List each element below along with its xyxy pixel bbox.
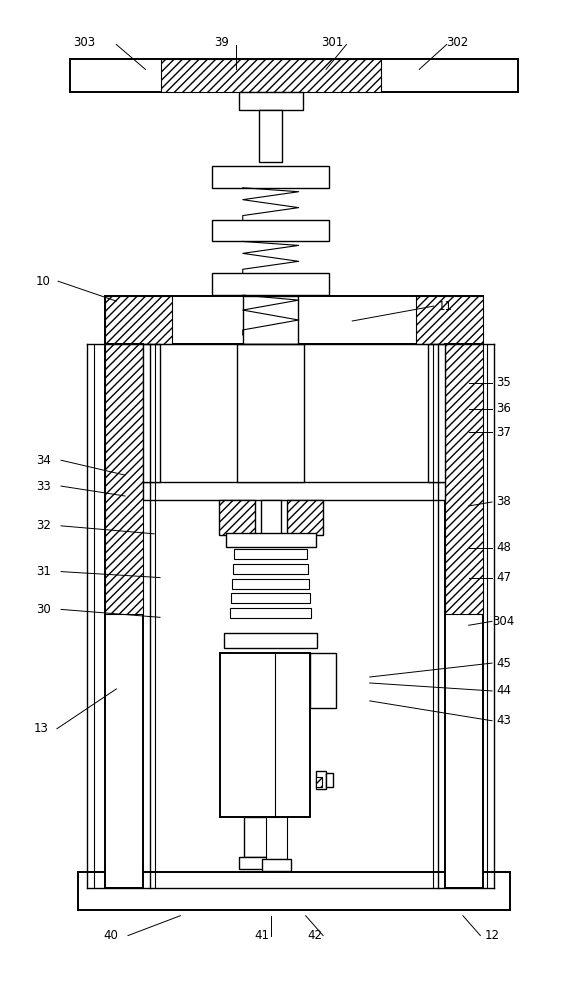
Text: 37: 37 (496, 426, 511, 439)
Bar (428, 344, 446, 482)
Text: 30: 30 (36, 603, 51, 616)
Bar (212, 273, 329, 295)
Bar (260, 500, 281, 545)
Text: 41: 41 (255, 929, 269, 942)
Bar (212, 220, 329, 241)
Bar (233, 564, 308, 574)
Text: 36: 36 (496, 402, 511, 415)
Text: 47: 47 (496, 571, 511, 584)
Bar (230, 608, 312, 618)
Text: 33: 33 (36, 480, 51, 493)
Bar (245, 817, 268, 857)
Bar (70, 59, 518, 92)
Bar (287, 500, 323, 535)
Bar (326, 773, 333, 787)
Text: 11: 11 (438, 300, 453, 313)
Text: 38: 38 (496, 495, 511, 508)
Bar (316, 771, 326, 789)
Bar (105, 296, 483, 344)
Bar (446, 344, 483, 888)
Bar (232, 579, 309, 589)
Bar (316, 777, 322, 787)
Bar (234, 549, 307, 559)
Text: 43: 43 (496, 714, 511, 727)
Text: 35: 35 (496, 376, 511, 389)
Bar (416, 296, 483, 344)
Bar (105, 296, 172, 344)
Text: 44: 44 (496, 684, 511, 697)
Text: 301: 301 (320, 36, 343, 49)
Bar (219, 500, 255, 535)
Text: 302: 302 (446, 36, 468, 49)
Bar (142, 344, 160, 482)
Text: 10: 10 (36, 275, 51, 288)
Bar (266, 817, 287, 859)
Text: 45: 45 (496, 657, 511, 670)
Bar (243, 296, 298, 344)
Bar (212, 166, 329, 188)
Text: 31: 31 (36, 565, 51, 578)
Bar (226, 533, 316, 547)
Bar (262, 859, 292, 871)
Text: 303: 303 (74, 36, 95, 49)
Text: 48: 48 (496, 541, 511, 554)
Text: 34: 34 (36, 454, 51, 467)
Bar (220, 653, 310, 817)
Bar (105, 344, 142, 888)
Text: 39: 39 (214, 36, 229, 49)
Bar (78, 872, 510, 910)
Bar (105, 344, 142, 614)
Bar (224, 633, 318, 648)
Bar (239, 857, 273, 869)
Bar (231, 593, 310, 603)
Bar (259, 110, 282, 162)
Text: 13: 13 (33, 722, 48, 735)
Text: 32: 32 (36, 519, 51, 532)
Bar (310, 653, 336, 708)
Text: 40: 40 (103, 929, 118, 942)
Bar (237, 344, 304, 482)
Bar (161, 59, 382, 92)
Text: 12: 12 (485, 929, 500, 942)
Text: 304: 304 (493, 615, 515, 628)
Bar (239, 92, 303, 110)
Bar (142, 482, 446, 500)
Bar (446, 344, 483, 614)
Text: 42: 42 (307, 929, 322, 942)
